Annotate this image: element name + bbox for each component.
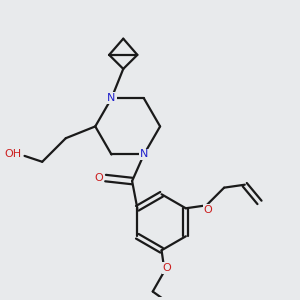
Text: O: O bbox=[203, 205, 212, 215]
Text: O: O bbox=[163, 263, 171, 273]
Text: OH: OH bbox=[4, 149, 22, 159]
Text: O: O bbox=[94, 173, 103, 183]
Text: N: N bbox=[140, 149, 148, 160]
Text: N: N bbox=[107, 93, 116, 103]
